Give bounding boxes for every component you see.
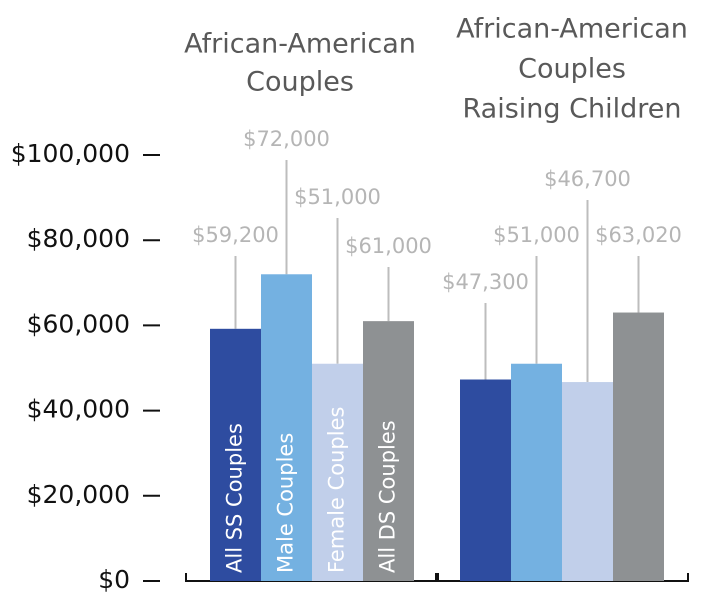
bar — [460, 379, 511, 581]
value-label: $63,020 — [595, 223, 682, 247]
bar — [261, 274, 312, 581]
y-tick-label: $100,000 — [11, 139, 130, 168]
group-title: African-American — [184, 29, 416, 60]
group-title: Couples — [518, 54, 626, 85]
legend-label: Male Couples — [274, 433, 298, 573]
y-tick-label: $40,000 — [27, 395, 130, 424]
bar — [613, 312, 664, 581]
y-tick-label: $80,000 — [27, 224, 130, 253]
bar — [210, 328, 261, 581]
y-tick-label: $20,000 — [27, 480, 130, 509]
value-label: $72,000 — [243, 127, 330, 151]
legend-label: Female Couples — [325, 407, 349, 573]
value-label: $51,000 — [493, 223, 580, 247]
bar — [562, 382, 613, 581]
bar — [312, 363, 363, 581]
legend-label: All DS Couples — [376, 420, 400, 573]
value-label: $61,000 — [345, 234, 432, 258]
value-label: $51,000 — [294, 185, 381, 209]
value-label: $47,300 — [442, 270, 529, 294]
legend-label: All SS Couples — [223, 423, 247, 573]
value-label: $59,200 — [192, 223, 279, 247]
bar — [511, 363, 562, 581]
value-label: $46,700 — [544, 167, 631, 191]
bar — [363, 321, 414, 581]
y-tick-label: $60,000 — [27, 309, 130, 338]
group-title: African-American — [456, 14, 688, 45]
y-tick-label: $0 — [98, 565, 130, 594]
group-title: Raising Children — [463, 94, 682, 125]
group-title: Couples — [246, 67, 354, 98]
